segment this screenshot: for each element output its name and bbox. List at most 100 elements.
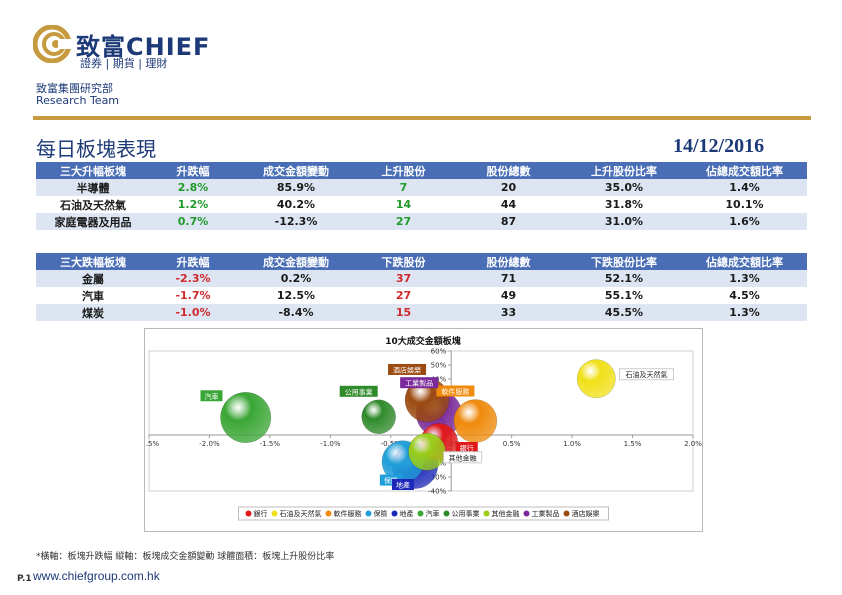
bubble-label: 工業製品 bbox=[405, 379, 433, 388]
bubble-label: 石油及天然氣 bbox=[625, 370, 667, 379]
top-gainers-table: 三大升幅板塊 升跌幅 成交金額變動 上升股份 股份總數 上升股份比率 佔總成交額… bbox=[36, 162, 807, 230]
column-header: 升跌幅 bbox=[150, 162, 236, 179]
rising-ratio-cell: 31.0% bbox=[566, 213, 682, 230]
turnover-change-cell: 0.2% bbox=[236, 270, 356, 287]
bubble-label-box bbox=[436, 385, 475, 397]
table-row: 汽車 -1.7% 12.5% 27 49 55.1% 4.5% bbox=[36, 287, 807, 304]
chart-footnote: *橫軸：板塊升跌幅 縱軸：板塊成交金額變動 球體面積：板塊上升股份比率 bbox=[36, 552, 335, 562]
change-cell: -1.7% bbox=[175, 289, 211, 302]
y-tick-label: 50% bbox=[431, 362, 447, 370]
bubble-label: 其他金融 bbox=[449, 453, 477, 462]
total-count-cell: 44 bbox=[500, 198, 517, 211]
website-link[interactable]: www.chiefgroup.com.hk bbox=[33, 569, 160, 583]
falling-ratio-cell: 52.1% bbox=[566, 270, 682, 287]
bubble-label-box bbox=[379, 474, 402, 486]
column-header: 股份總數 bbox=[451, 253, 566, 270]
turnover-change-cell: 85.9% bbox=[236, 179, 356, 196]
legend-label: 石油及天然氣 bbox=[280, 509, 322, 518]
bubble-label: 軟件服務 bbox=[441, 387, 469, 396]
change-cell: -1.0% bbox=[150, 304, 236, 321]
department-name-en: Research Team bbox=[36, 94, 120, 107]
falling-ratio-cell: 55.1% bbox=[604, 289, 644, 302]
chief-logo-icon bbox=[33, 25, 71, 63]
page-number: P.1 bbox=[17, 574, 32, 584]
falling-count-cell: 15 bbox=[356, 304, 451, 321]
legend-marker bbox=[325, 510, 332, 517]
turnover-share-cell: 1.4% bbox=[682, 179, 807, 196]
legend-marker bbox=[523, 510, 530, 517]
falling-count-cell: 37 bbox=[356, 270, 451, 287]
change-cell: 0.7% bbox=[150, 213, 236, 230]
column-header: 成交金額變動 bbox=[236, 253, 356, 270]
bubble-label-box bbox=[618, 368, 674, 381]
bubble-3 bbox=[453, 399, 498, 443]
total-count-cell: 33 bbox=[451, 304, 566, 321]
bubble-label: 保險 bbox=[384, 476, 398, 485]
page-title: 每日板塊表現 bbox=[36, 137, 156, 161]
legend-label: 地產 bbox=[400, 509, 414, 518]
legend-marker bbox=[417, 510, 424, 517]
legend-label: 其他金融 bbox=[492, 509, 520, 518]
legend-marker bbox=[271, 510, 278, 517]
bubble-label: 汽車 bbox=[204, 392, 218, 401]
table-row: 煤炭 -1.0% -8.4% 15 33 45.5% 1.3% bbox=[36, 304, 807, 321]
x-tick-label: 2.0% bbox=[684, 440, 702, 448]
report-date: 14/12/2016 bbox=[673, 135, 765, 157]
column-header: 佔總成交額比率 bbox=[682, 162, 807, 179]
legend-label: 公用事業 bbox=[452, 509, 480, 518]
column-header: 下跌股份比率 bbox=[566, 253, 682, 270]
total-count-cell: 49 bbox=[500, 289, 517, 302]
legend-marker bbox=[443, 510, 450, 517]
column-header: 佔總成交額比率 bbox=[682, 253, 807, 270]
bubble-label-box bbox=[339, 385, 378, 397]
total-count-cell: 20 bbox=[451, 179, 566, 196]
table-row: 半導體 2.8% 85.9% 7 20 35.0% 1.4% bbox=[36, 179, 807, 196]
change-cell: -2.3% bbox=[150, 270, 236, 287]
x-tick-label: 0.5% bbox=[503, 440, 521, 448]
bubble-label-box bbox=[391, 479, 414, 490]
x-tick-label: -2.5% bbox=[145, 440, 160, 448]
sector-name: 汽車 bbox=[82, 289, 104, 303]
y-tick-label: 40% bbox=[431, 376, 447, 384]
x-tick-label: -0.5% bbox=[381, 440, 402, 448]
column-header: 三大升幅板塊 bbox=[36, 162, 150, 179]
bubble-8 bbox=[408, 432, 446, 471]
bubble-label-box bbox=[400, 377, 439, 389]
rising-count-cell: 7 bbox=[356, 179, 451, 196]
legend-marker bbox=[365, 510, 372, 517]
column-header: 成交金額變動 bbox=[236, 162, 356, 179]
sector-name: 金屬 bbox=[36, 270, 150, 287]
legend-label: 軟件服務 bbox=[334, 509, 362, 518]
turnover-share-cell: 1.3% bbox=[682, 270, 807, 287]
legend-label: 銀行 bbox=[254, 509, 268, 518]
turnover-change-cell: -8.4% bbox=[236, 304, 356, 321]
legend-marker bbox=[483, 510, 490, 517]
bubble-label: 地產 bbox=[396, 481, 410, 490]
top-losers-table: 三大跌幅板塊 升跌幅 成交金額變動 下跌股份 股份總數 下跌股份比率 佔總成交額… bbox=[36, 253, 807, 321]
bubble-chart-svg: 10大成交金額板塊-2.5%-2.0%-1.5%-1.0%-0.5%0.0%0.… bbox=[145, 335, 702, 521]
table-row: 石油及天然氣 1.2% 40.2% 14 44 31.8% 10.1% bbox=[36, 196, 807, 213]
chart-title: 10大成交金額板塊 bbox=[385, 335, 461, 347]
change-cell: 2.8% bbox=[150, 179, 236, 196]
bubble-2 bbox=[576, 359, 616, 399]
turnover-share-cell: 1.6% bbox=[682, 213, 807, 230]
turnover-share-cell: 1.3% bbox=[682, 304, 807, 321]
bubble-chart: 10大成交金額板塊-2.5%-2.0%-1.5%-1.0%-0.5%0.0%0.… bbox=[144, 328, 703, 532]
turnover-change-cell: 40.2% bbox=[276, 198, 316, 211]
bubble-label: 酒店娛樂 bbox=[393, 365, 421, 374]
bubble-7 bbox=[361, 399, 396, 435]
column-header: 上升股份比率 bbox=[566, 162, 682, 179]
legend-marker bbox=[245, 510, 252, 517]
total-count-cell: 71 bbox=[451, 270, 566, 287]
legend-marker bbox=[563, 510, 570, 517]
rising-ratio-cell: 31.8% bbox=[604, 198, 644, 211]
legend-marker bbox=[391, 510, 398, 517]
x-tick-label: 1.5% bbox=[624, 440, 642, 448]
table-row: 金屬 -2.3% 0.2% 37 71 52.1% 1.3% bbox=[36, 270, 807, 287]
y-tick-label: -40% bbox=[428, 488, 446, 496]
column-header: 下跌股份 bbox=[356, 253, 451, 270]
column-header: 升跌幅 bbox=[150, 253, 236, 270]
x-tick-label: -2.0% bbox=[199, 440, 220, 448]
header-divider bbox=[33, 116, 811, 120]
table-row: 家庭電器及用品 0.7% -12.3% 27 87 31.0% 1.6% bbox=[36, 213, 807, 230]
